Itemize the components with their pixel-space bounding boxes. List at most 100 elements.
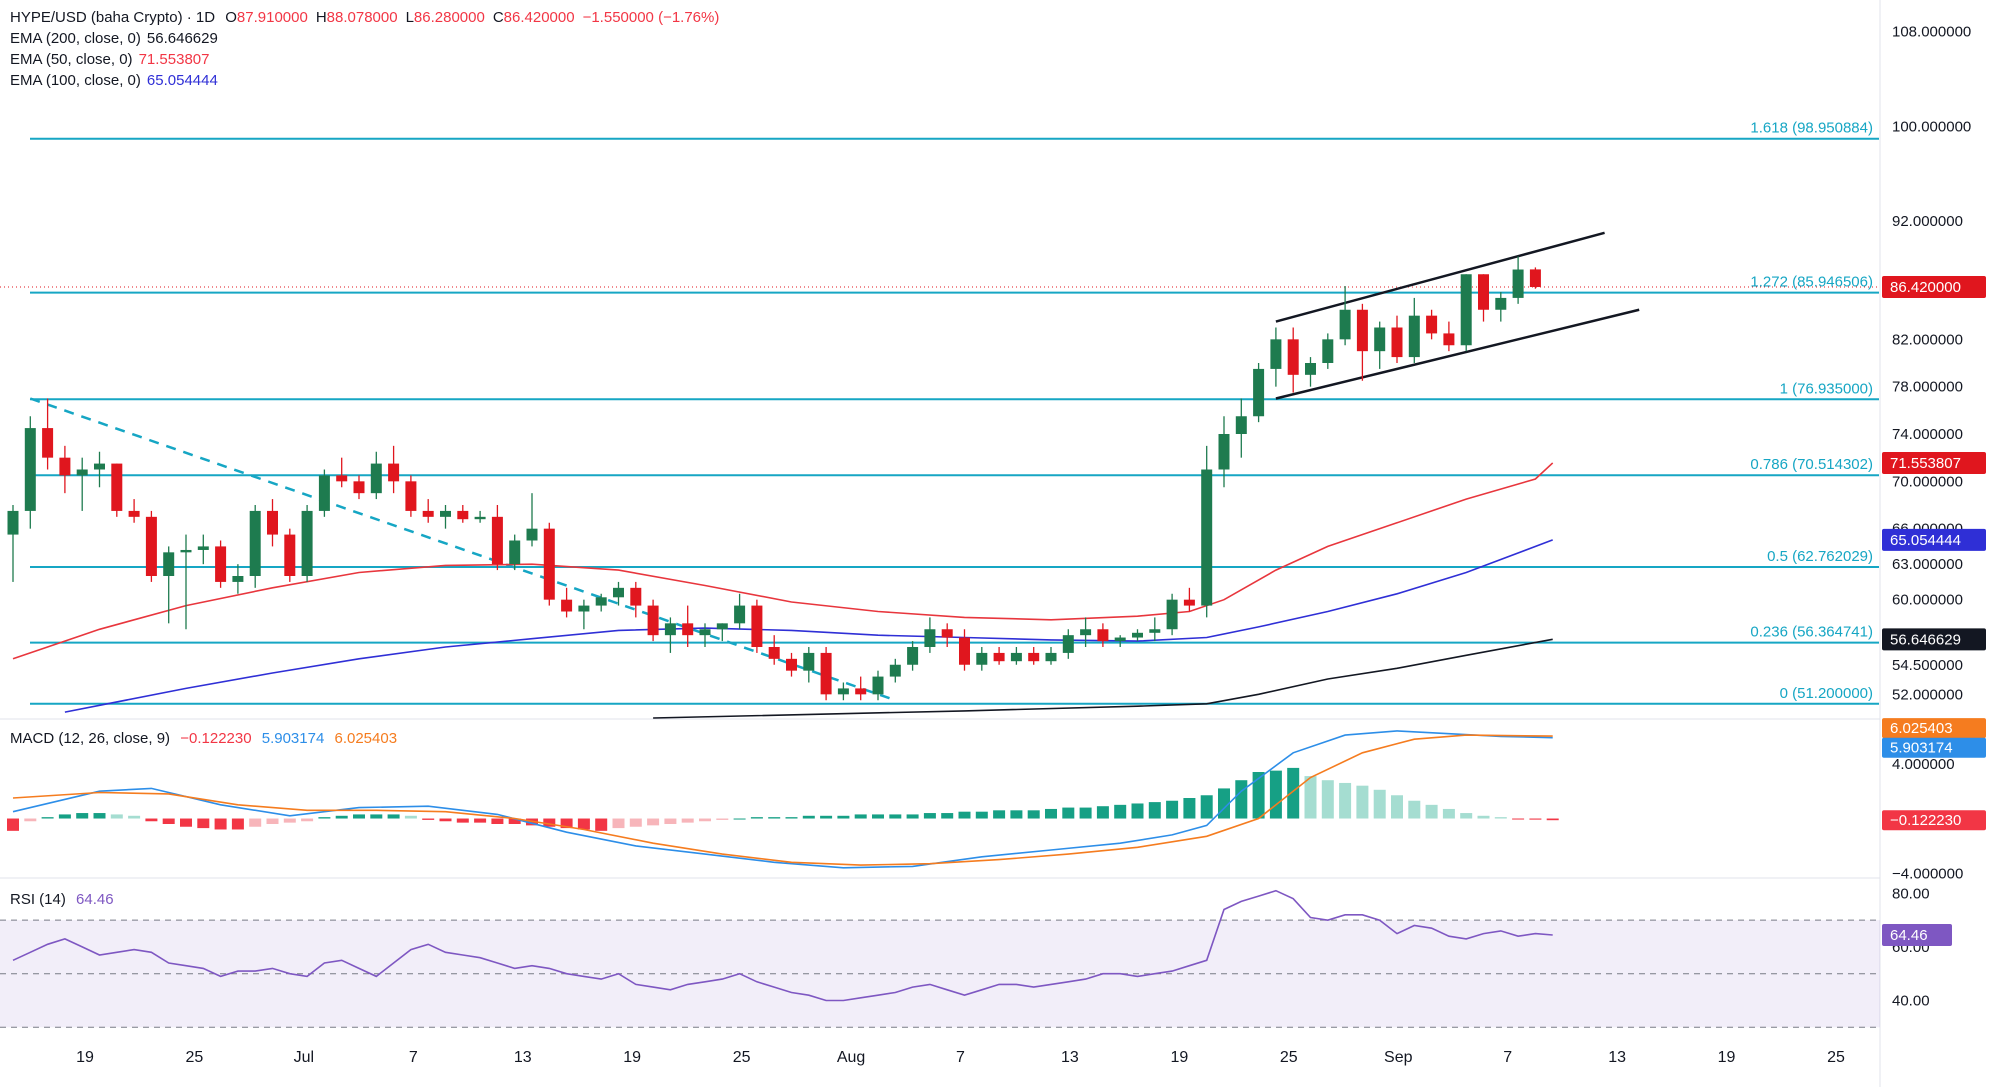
macd-histogram-bar xyxy=(820,815,833,819)
macd-line-value: 5.903174 xyxy=(261,730,325,747)
macd-histogram-bar xyxy=(872,814,884,819)
candle xyxy=(1374,321,1386,369)
candle-body xyxy=(941,629,953,638)
candle xyxy=(1339,286,1351,346)
candle-body xyxy=(1512,269,1524,298)
macd-histogram-bar xyxy=(162,818,175,824)
macd-histogram-bar xyxy=(249,818,262,827)
price-tag-label: 71.553807 xyxy=(1890,455,1961,472)
candle xyxy=(578,599,590,630)
candle-body xyxy=(664,623,676,636)
candle xyxy=(42,398,54,470)
candle xyxy=(370,451,382,500)
candle xyxy=(474,510,486,523)
candle-body xyxy=(1045,652,1057,662)
macd-histogram-bar xyxy=(404,815,417,819)
downtrend-line xyxy=(29,397,896,702)
macd-histogram-bar xyxy=(231,818,244,830)
ema100-line xyxy=(64,539,1553,713)
macd-signal-line xyxy=(12,734,1553,866)
rsi-value-tag-label: 64.46 xyxy=(1890,927,1928,944)
macd-histogram-bar xyxy=(837,815,850,819)
x-tick-label: 25 xyxy=(1827,1049,1845,1066)
candle-body xyxy=(59,457,71,476)
macd-histogram-bar xyxy=(889,814,902,819)
candle xyxy=(388,445,400,494)
candle xyxy=(959,629,970,671)
price-tag xyxy=(1882,276,1986,299)
candle xyxy=(941,623,953,647)
macd-histogram-bar xyxy=(716,818,729,820)
macd-histogram-bar xyxy=(785,817,798,819)
rsi-line xyxy=(12,889,1553,1002)
macd-histogram-bar xyxy=(1391,795,1403,819)
macd-histogram-bar xyxy=(456,818,469,823)
candle-body xyxy=(1287,339,1299,375)
macd-legend: MACD (12, 26, close, 9) −0.122230 5.9031… xyxy=(10,728,403,749)
candle xyxy=(491,505,503,571)
candle-body xyxy=(716,623,728,630)
candle-body xyxy=(543,528,555,600)
candle xyxy=(353,475,365,500)
candle xyxy=(59,445,71,494)
macd-histogram-bar xyxy=(370,814,383,819)
ema200-label: EMA (200, close, 0) xyxy=(10,30,141,47)
candle xyxy=(405,475,417,517)
y-tick-label: 92.000000 xyxy=(1892,213,1963,230)
price-tag-label: 56.646629 xyxy=(1890,631,1961,648)
candle-body xyxy=(526,528,538,541)
macd-histogram-bar xyxy=(439,818,452,822)
macd-histogram-bar xyxy=(1512,818,1525,820)
macd-histogram-bar xyxy=(1079,807,1092,819)
ema50-value: 71.553807 xyxy=(138,51,210,68)
macd-value-tag-label: 6.025403 xyxy=(1890,720,1953,737)
macd-histogram-bar xyxy=(733,818,746,820)
candle-body xyxy=(820,652,832,695)
macd-label: MACD (12, 26, close, 9) xyxy=(10,730,171,747)
symbol-label: HYPE/USD (baha Crypto) · 1D xyxy=(10,9,216,26)
candle-body xyxy=(578,605,590,612)
macd-histogram-bar xyxy=(1027,810,1040,819)
candle xyxy=(1322,333,1334,369)
macd-histogram-bar xyxy=(975,811,988,819)
x-tick-label: 19 xyxy=(1170,1049,1188,1066)
candle-body xyxy=(837,688,849,695)
candle xyxy=(145,510,157,582)
macd-histogram-bar xyxy=(41,817,54,819)
candle xyxy=(837,682,849,701)
price-tag xyxy=(1882,528,1986,551)
candle xyxy=(215,540,227,588)
macd-histogram-bar xyxy=(1045,808,1057,819)
ohlc-row: HYPE/USD (baha Crypto) · 1D O87.910000 H8… xyxy=(10,7,731,28)
y-tick-label: 82.000000 xyxy=(1892,331,1963,348)
candle-body xyxy=(1218,434,1230,470)
macd-hist-value: −0.122230 xyxy=(180,730,252,747)
ema100-value: 65.054444 xyxy=(146,72,218,89)
macd-histogram-bar xyxy=(1235,780,1248,819)
candle xyxy=(1010,647,1022,665)
macd-histogram-bar xyxy=(1096,806,1109,819)
macd-histogram-bar xyxy=(958,811,971,819)
candle xyxy=(595,593,607,612)
candle-body xyxy=(1443,333,1455,346)
macd-histogram-bar xyxy=(76,813,89,819)
candle xyxy=(336,457,348,488)
candle-body xyxy=(1028,652,1040,662)
candle xyxy=(422,499,434,523)
ema200-line xyxy=(653,638,1553,719)
macd-histogram-bar xyxy=(629,818,642,827)
candle-body xyxy=(976,652,988,665)
candle-body xyxy=(7,510,19,535)
candle xyxy=(1028,647,1040,665)
macd-histogram-bar xyxy=(93,813,106,819)
y-tick-label: 70.000000 xyxy=(1892,473,1963,490)
macd-histogram-bar xyxy=(7,818,19,831)
candle-body xyxy=(1080,629,1092,636)
fib-level-label: 0.786 (70.514302) xyxy=(1750,456,1873,473)
candle-body xyxy=(613,587,624,598)
candle xyxy=(1166,593,1178,636)
candle-body xyxy=(440,510,451,517)
macd-histogram-bar xyxy=(577,818,590,830)
macd-histogram-bar xyxy=(1062,807,1075,819)
